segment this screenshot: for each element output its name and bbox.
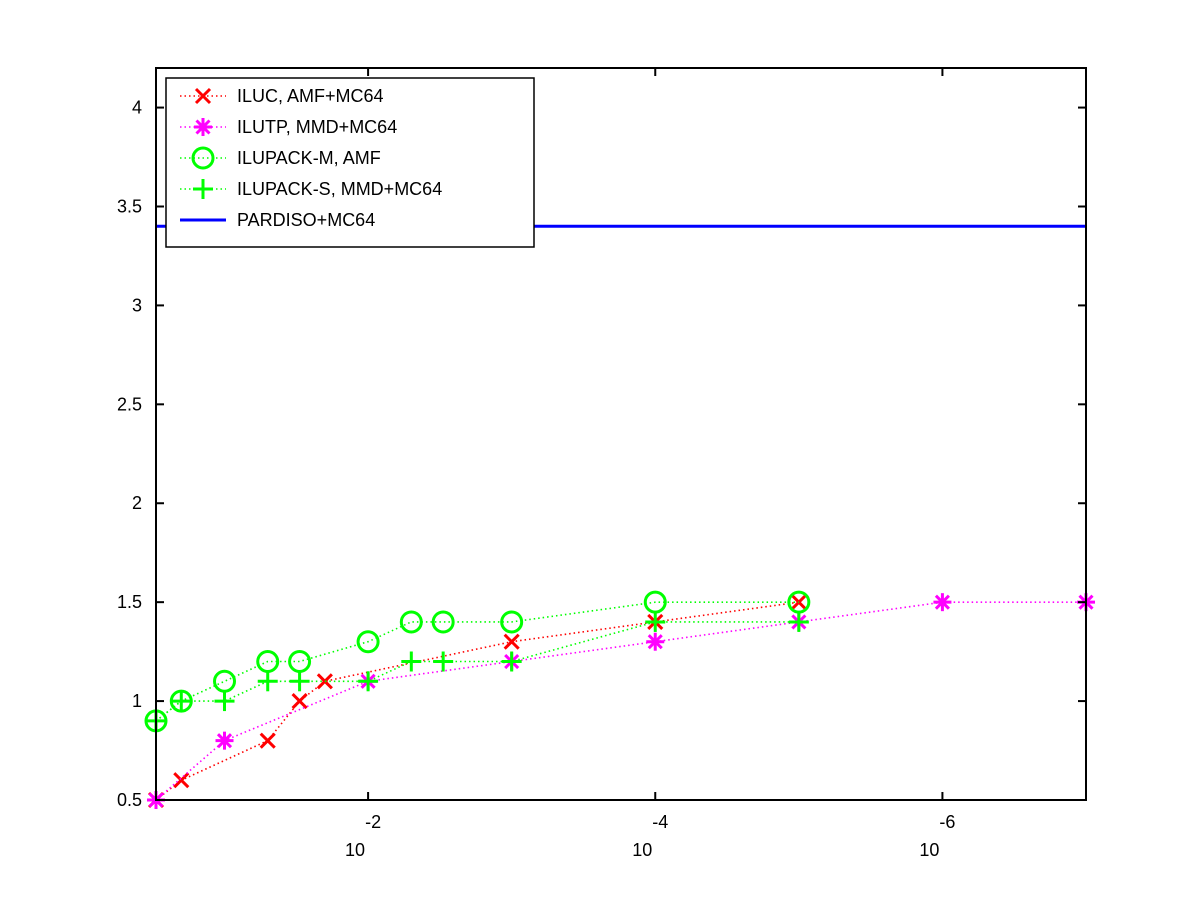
y-tick-label-3: 2 <box>132 493 142 513</box>
series-line-2 <box>155 601 799 722</box>
legend-entry-1: ILUTP, MMD+MC64 <box>180 117 397 137</box>
series-3 <box>146 611 809 731</box>
data-point-0-1 <box>173 772 190 789</box>
legend-marker-2 <box>191 146 215 170</box>
legend-label-1: ILUTP, MMD+MC64 <box>237 117 397 137</box>
y-tick-label-5: 3 <box>132 295 142 315</box>
legend-entry-2: ILUPACK-M, AMF <box>180 146 381 170</box>
legend-marker-3 <box>193 179 213 199</box>
data-point-2-8 <box>500 610 524 634</box>
legend-entry-0: ILUC, AMF+MC64 <box>180 86 384 106</box>
data-point-2-6 <box>399 610 423 634</box>
legend-label-2: ILUPACK-M, AMF <box>237 148 381 168</box>
y-tick-label-1: 1 <box>132 691 142 711</box>
y-tick-label-0: 0.5 <box>117 790 142 810</box>
x-tick-base-0: 10 <box>345 840 365 860</box>
x-tick-exponent-0: -2 <box>365 812 381 832</box>
x-tick-label-0: 10-2 <box>345 812 381 860</box>
data-point-1-4 <box>646 632 665 651</box>
x-tick-exponent-1: -4 <box>652 812 668 832</box>
data-point-2-5 <box>356 630 380 654</box>
x-tick-base-1: 10 <box>632 840 652 860</box>
legend: ILUC, AMF+MC64 ILUTP, MMD+MC64 ILUPACK-M, … <box>165 77 535 248</box>
axes-frame <box>155 67 1087 801</box>
data-point-0-3 <box>291 693 308 710</box>
data-point-0-7 <box>790 594 807 611</box>
series-line-0 <box>155 601 799 801</box>
legend-marker-0 <box>194 87 212 105</box>
data-point-3-7 <box>433 651 454 672</box>
series-1 <box>147 593 1095 809</box>
x-tick-label-1: 10-4 <box>632 812 668 860</box>
data-point-3-4 <box>289 671 310 692</box>
x-tick-exponent-2: -6 <box>939 812 955 832</box>
legend-entry-3: ILUPACK-S, MMD+MC64 <box>180 179 442 199</box>
legend-marker-1 <box>194 118 212 136</box>
y-tick-label-4: 2.5 <box>117 394 142 414</box>
legend-label-3: ILUPACK-S, MMD+MC64 <box>237 179 442 199</box>
y-tick-label-7: 4 <box>132 98 142 118</box>
data-point-2-7 <box>431 610 455 634</box>
data-point-1-1 <box>215 731 234 750</box>
x-tick-base-2: 10 <box>919 840 939 860</box>
data-point-3-10 <box>788 611 809 632</box>
series-line-1 <box>155 601 1086 801</box>
data-point-0-5 <box>503 633 520 650</box>
data-point-3-3 <box>257 671 278 692</box>
x-tick-label-2: 10-6 <box>919 812 955 860</box>
data-point-3-6 <box>401 651 422 672</box>
data-point-3-8 <box>501 651 522 672</box>
data-point-3-1 <box>171 691 192 712</box>
y-tick-label-2: 1.5 <box>117 592 142 612</box>
legend-label-0: ILUC, AMF+MC64 <box>237 86 384 106</box>
data-point-0-2 <box>259 732 276 749</box>
legend-label-4: PARDISO+MC64 <box>237 210 375 230</box>
series-0 <box>147 594 807 809</box>
data-point-3-2 <box>214 691 235 712</box>
data-point-3-9 <box>645 611 666 632</box>
data-point-1-6 <box>933 593 952 612</box>
legend-box <box>165 77 535 248</box>
y-tick-label-6: 3.5 <box>117 196 142 216</box>
legend-entry-4: PARDISO+MC64 <box>180 210 375 230</box>
data-point-3-5 <box>358 671 379 692</box>
